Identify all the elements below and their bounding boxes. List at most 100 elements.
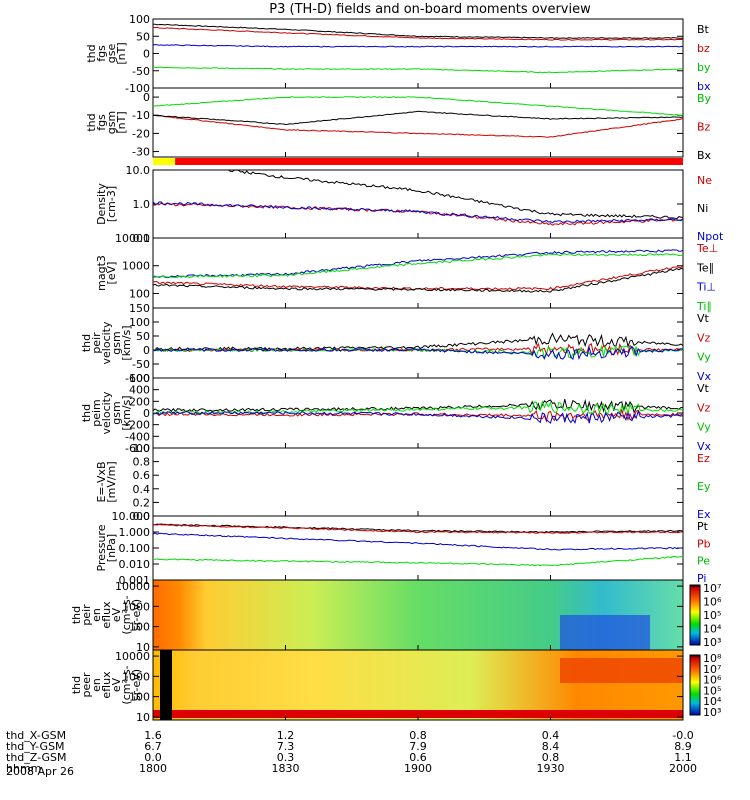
y-tick-label: 10.000 (112, 510, 151, 523)
y-axis-title: Density (95, 183, 108, 225)
y-tick-label: 50 (136, 330, 150, 343)
legend-label: Ni (697, 202, 708, 215)
panel-frame (152, 307, 684, 379)
colorbar-tick-label: 10⁷ (703, 582, 721, 595)
x-axis-value: 6.7 (144, 740, 162, 753)
y-tick-label: 1.0 (133, 442, 151, 455)
y-axis-title: thd (80, 334, 93, 352)
series-line-Vt (152, 398, 684, 414)
series-line-Pe (152, 555, 684, 567)
series-line-By (152, 96, 684, 116)
panel-pressure: 10.000 1.000 0.100 0.010 0.001 Pressure[nPa] P… (95, 510, 711, 587)
y-tick-label: 1000 (122, 600, 150, 613)
legend-label: Vt (697, 312, 710, 325)
y-tick-label: 0.8 (133, 456, 151, 469)
colorbar-tick-label: 10³ (703, 636, 721, 649)
y-tick-label: -30 (132, 146, 150, 159)
series-line-Vy (152, 344, 684, 359)
panels: 100500-50-100thdfgsgse[nT]Btbzbybx0-10-2… (70, 13, 724, 724)
panel-frame (152, 237, 684, 309)
y-tick-label: -200 (125, 419, 150, 432)
y-axis-title: gsm (110, 401, 123, 424)
legend-label: Vz (697, 331, 711, 344)
plot-title: P3 (TH-D) fields and on-board moments ov… (269, 2, 591, 17)
series-line-bz (152, 26, 684, 41)
y-axis-title: peir (90, 332, 103, 354)
x-axis-value: 1.1 (674, 751, 692, 764)
legend-label: Ti⊥ (696, 281, 716, 294)
x-axis-value: 1930 (537, 762, 565, 775)
y-axis-title: velocity (100, 321, 113, 364)
colorbar-tick-label: 10⁵ (703, 684, 721, 697)
legend-label: bz (697, 42, 710, 55)
y-tick-label: 400 (129, 384, 150, 397)
y-axis-title: [cm-3] (105, 186, 118, 222)
x-axis-value: 0.6 (409, 751, 427, 764)
panel-frame (152, 18, 684, 89)
y-axis-title: (cm²-s- (120, 595, 133, 634)
legend-label: Bx (697, 149, 712, 162)
series-line-Vx (152, 409, 684, 424)
mode-bar-segment (153, 158, 176, 165)
x-axis-row-label: thd_X-GSM (6, 729, 66, 742)
y-axis-title: en (90, 678, 103, 692)
legend-label: Bt (697, 23, 710, 36)
series-line-Pi (152, 532, 684, 551)
y-axis-title: eV (110, 677, 123, 692)
spectrogram-data-gap (160, 650, 172, 720)
y-axis-title: en (90, 608, 103, 622)
x-axis-value: 0.8 (409, 729, 427, 742)
series-line-Vx (152, 345, 684, 361)
legend-label: Pe (697, 555, 710, 568)
legend-label: Vy (697, 421, 711, 434)
legend-label: Ne (697, 174, 712, 187)
x-axis-value: -0.0 (672, 729, 693, 742)
y-axis-title: gsm (110, 331, 123, 354)
y-tick-label: -600 (125, 442, 150, 455)
y-tick-label: 10000 (115, 650, 150, 663)
legend-label: by (697, 61, 711, 74)
y-axis-title: E=-VxB (95, 461, 108, 502)
panel-frame (152, 169, 684, 239)
y-tick-label: 0.6 (133, 469, 151, 482)
y-tick-label: -400 (125, 430, 150, 443)
panel-peer_en_eflux: 10⁸10⁷10⁶10⁵10⁴10³10000100010010thdpeere… (70, 649, 722, 724)
panel-frame (152, 515, 684, 581)
y-tick-label: -50 (132, 358, 150, 371)
x-axis-value: 0.4 (542, 729, 560, 742)
colorbar-tick-label: 10³ (703, 706, 721, 719)
y-tick-label: 10000 (115, 232, 150, 245)
x-axis-value: 1800 (139, 762, 167, 775)
y-tick-label: 1000 (122, 260, 150, 273)
y-axis-title: [nT] (115, 42, 128, 64)
x-axis-value: 0.0 (144, 751, 162, 764)
spectrogram-high-flux-region (560, 658, 683, 683)
colorbar-tick-label: 10⁴ (703, 623, 722, 636)
legend-label: Pi (697, 572, 706, 585)
y-axis-title: Pressure (95, 524, 108, 571)
x-axis-value: 0.8 (542, 751, 560, 764)
x-axis-value: 7.3 (277, 740, 295, 753)
y-tick-label: 0.100 (119, 542, 151, 555)
series-line-Pt (152, 523, 684, 534)
y-tick-label: 10 (136, 711, 150, 724)
spectrogram-low-flux-region (560, 615, 650, 650)
legend-label: Te∥ (696, 261, 714, 274)
panel-density: 10.0 1.0 0.1 Density[cm-3] Ne Ni Npot (95, 164, 724, 245)
y-axis-title: [km/s] (120, 395, 133, 430)
series-line-Bz (152, 114, 684, 138)
y-axis-title: [eV] (105, 262, 118, 285)
date-label: 2008 Apr 26 (6, 765, 74, 778)
y-tick-label: 0 (143, 91, 150, 104)
panel-temperature: 10000 1000 100 magt3[eV] Te⊥ Te∥ Ti⊥ Ti∥ (95, 232, 718, 313)
y-tick-label: -50 (132, 65, 150, 78)
y-tick-label: 0.0 (133, 510, 151, 523)
y-axis-title: thd (85, 113, 98, 131)
series-line-Ti⊥ (152, 249, 684, 279)
y-tick-label: 10000 (115, 580, 150, 593)
